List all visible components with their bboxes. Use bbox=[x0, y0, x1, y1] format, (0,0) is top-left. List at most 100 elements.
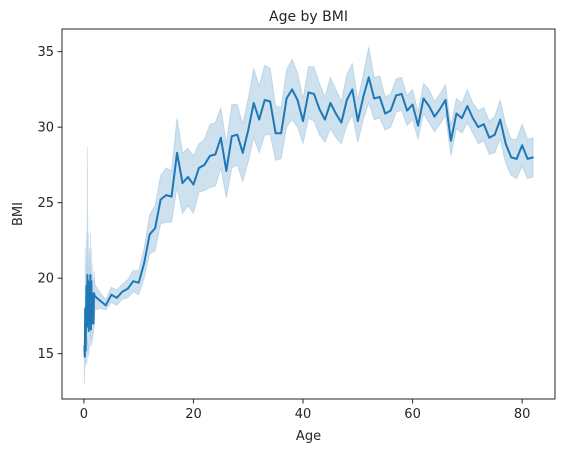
data-point bbox=[252, 102, 255, 104]
data-point bbox=[86, 274, 89, 276]
data-point bbox=[477, 126, 480, 128]
data-point bbox=[203, 164, 206, 166]
x-tick-label: 40 bbox=[295, 407, 312, 422]
data-point bbox=[510, 156, 512, 159]
data-point bbox=[406, 109, 408, 112]
data-point bbox=[83, 345, 86, 347]
data-point bbox=[148, 233, 151, 236]
data-point bbox=[187, 176, 189, 178]
data-point bbox=[504, 142, 507, 145]
data-point bbox=[132, 280, 135, 283]
data-point bbox=[307, 91, 310, 94]
data-point bbox=[91, 319, 94, 322]
data-point bbox=[472, 117, 474, 119]
data-point bbox=[87, 280, 90, 283]
y-tick-label: 35 bbox=[37, 45, 54, 60]
data-point bbox=[241, 152, 244, 154]
data-point bbox=[115, 297, 118, 299]
data-point bbox=[340, 121, 343, 124]
data-point bbox=[92, 300, 94, 302]
data-point bbox=[91, 322, 93, 325]
data-point bbox=[87, 322, 89, 325]
data-point bbox=[378, 96, 381, 98]
data-point bbox=[318, 108, 321, 110]
data-point bbox=[236, 133, 239, 136]
data-point bbox=[362, 96, 365, 98]
x-tick-label: 80 bbox=[514, 407, 531, 422]
data-point bbox=[121, 290, 124, 293]
y-tick-label: 30 bbox=[37, 121, 54, 136]
data-point bbox=[428, 105, 430, 107]
y-tick-label: 25 bbox=[37, 196, 54, 211]
data-point bbox=[84, 307, 87, 310]
data-point bbox=[346, 99, 348, 101]
data-point bbox=[91, 292, 94, 295]
data-point bbox=[126, 287, 129, 290]
data-point bbox=[92, 322, 95, 325]
data-point bbox=[384, 112, 386, 115]
data-point bbox=[93, 292, 95, 295]
data-point bbox=[324, 118, 326, 121]
data-point bbox=[493, 133, 496, 136]
data-point bbox=[532, 156, 534, 159]
data-point bbox=[291, 88, 293, 91]
data-point bbox=[335, 112, 337, 115]
data-point bbox=[263, 99, 266, 101]
data-point bbox=[285, 97, 288, 100]
data-point bbox=[87, 330, 90, 332]
data-point bbox=[444, 99, 447, 101]
data-point bbox=[209, 155, 211, 157]
data-point bbox=[165, 194, 167, 196]
data-point bbox=[466, 105, 469, 107]
data-point bbox=[515, 158, 518, 160]
data-point bbox=[89, 315, 91, 317]
data-point bbox=[198, 167, 200, 169]
data-point bbox=[417, 124, 419, 127]
data-point bbox=[274, 132, 277, 134]
data-point bbox=[85, 284, 88, 287]
plot-area bbox=[83, 47, 534, 384]
data-point bbox=[231, 135, 233, 138]
data-point bbox=[373, 97, 376, 100]
data-point bbox=[450, 139, 452, 142]
data-point bbox=[280, 132, 282, 134]
data-point bbox=[400, 93, 403, 95]
data-point bbox=[143, 262, 145, 264]
data-point bbox=[225, 170, 228, 172]
data-point bbox=[455, 112, 458, 115]
data-point bbox=[296, 99, 299, 101]
x-axis-label: Age bbox=[296, 429, 321, 444]
data-point bbox=[482, 123, 485, 125]
data-point bbox=[99, 300, 102, 302]
data-point bbox=[302, 120, 304, 122]
data-point bbox=[110, 294, 113, 296]
data-point bbox=[521, 144, 523, 147]
chart-title: Age by BMI bbox=[269, 9, 348, 25]
data-point bbox=[86, 325, 88, 328]
data-point bbox=[433, 115, 436, 118]
data-point bbox=[439, 108, 441, 110]
data-point bbox=[247, 129, 250, 131]
data-point bbox=[269, 100, 271, 103]
data-point bbox=[422, 97, 425, 100]
data-point bbox=[154, 227, 156, 230]
data-point bbox=[499, 118, 502, 121]
data-point bbox=[84, 349, 87, 352]
y-axis-ticks: 15 20 25 30 35 bbox=[37, 45, 62, 362]
data-point bbox=[389, 109, 392, 112]
y-tick-label: 20 bbox=[37, 272, 54, 287]
data-point bbox=[88, 300, 90, 302]
data-point bbox=[83, 355, 86, 358]
data-point bbox=[176, 152, 178, 154]
data-point bbox=[488, 136, 491, 139]
data-point bbox=[170, 195, 173, 198]
data-point bbox=[85, 315, 87, 317]
y-axis-label: BMI bbox=[11, 202, 26, 226]
data-point bbox=[357, 120, 359, 122]
data-point bbox=[351, 88, 354, 91]
data-point bbox=[258, 118, 261, 121]
y-tick-label: 15 bbox=[37, 347, 54, 362]
data-point bbox=[313, 93, 315, 95]
data-point bbox=[329, 102, 332, 104]
